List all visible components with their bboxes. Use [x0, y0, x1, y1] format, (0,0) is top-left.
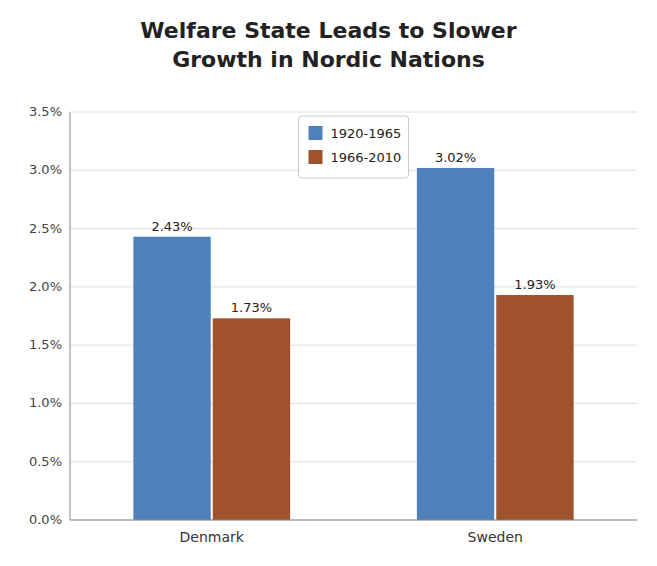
x-tick-label: Sweden [468, 529, 523, 545]
y-tick-label: 2.5% [29, 221, 62, 236]
y-tick-label: 1.5% [29, 337, 62, 352]
chart: Welfare State Leads to Slower Growth in N… [0, 0, 657, 566]
title: Welfare State Leads to Slower Growth in N… [140, 18, 516, 72]
y-tick-label: 0.5% [29, 454, 62, 469]
legend-swatch [309, 150, 323, 164]
bar [417, 168, 494, 520]
background [0, 0, 657, 566]
y-axis-line [70, 112, 71, 520]
bars [133, 168, 573, 520]
title-line: Growth in Nordic Nations [172, 47, 485, 72]
data-label: 3.02% [435, 150, 476, 165]
legend-label: 1920-1965 [331, 126, 402, 141]
y-tick-label: 3.5% [29, 104, 62, 119]
x-axis-line [70, 520, 637, 521]
data-label: 1.93% [514, 277, 555, 292]
y-tick-label: 2.0% [29, 279, 62, 294]
x-tick-label: Denmark [180, 529, 245, 545]
bar [213, 318, 290, 520]
legend-swatch [309, 126, 323, 140]
grid-line [70, 520, 637, 521]
y-tick-label: 1.0% [29, 395, 62, 410]
title-line: Welfare State Leads to Slower [140, 18, 516, 43]
data-label: 1.73% [231, 300, 272, 315]
y-tick-label: 3.0% [29, 162, 62, 177]
y-tick-label: 0.0% [29, 512, 62, 527]
grid [70, 112, 637, 520]
legend-frame [299, 116, 409, 178]
legend: 1920-1965 1966-2010 [299, 116, 409, 178]
legend-label: 1966-2010 [331, 150, 402, 165]
grid-line [70, 112, 637, 113]
data-label: 2.43% [151, 219, 192, 234]
bar [133, 237, 210, 520]
bar [496, 295, 573, 520]
